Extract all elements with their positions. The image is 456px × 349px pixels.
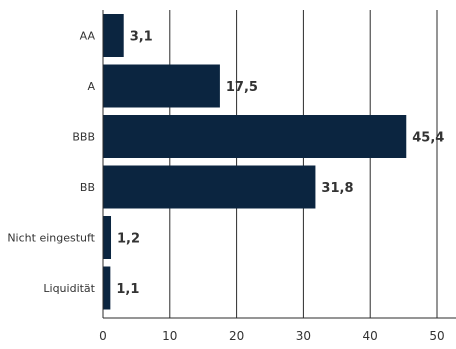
x-tick-label-30: 30 — [296, 329, 311, 343]
x-tick-label-10: 10 — [162, 329, 177, 343]
bar-3 — [103, 165, 316, 209]
bar-0 — [103, 14, 124, 57]
bar-5 — [103, 266, 111, 310]
value-label-3: 31,8 — [321, 181, 353, 196]
bar-4 — [103, 216, 112, 259]
value-label-5: 1,1 — [116, 282, 139, 297]
category-label-2: BBB — [72, 131, 95, 144]
category-label-4: Nicht eingestuft — [7, 232, 95, 245]
value-label-0: 3,1 — [130, 30, 153, 45]
category-label-3: BB — [80, 181, 95, 194]
bar-2 — [103, 115, 407, 158]
value-label-4: 1,2 — [117, 232, 140, 247]
category-label-1: A — [87, 80, 95, 93]
value-label-2: 45,4 — [412, 131, 444, 146]
x-tick-label-20: 20 — [229, 329, 244, 343]
bar-1 — [103, 64, 220, 108]
category-label-5: Liquidität — [43, 282, 95, 295]
value-label-1: 17,5 — [226, 80, 258, 95]
x-tick-label-0: 0 — [99, 329, 107, 343]
x-tick-label-40: 40 — [363, 329, 378, 343]
x-tick-label-50: 50 — [429, 329, 444, 343]
category-label-0: AA — [80, 30, 96, 43]
